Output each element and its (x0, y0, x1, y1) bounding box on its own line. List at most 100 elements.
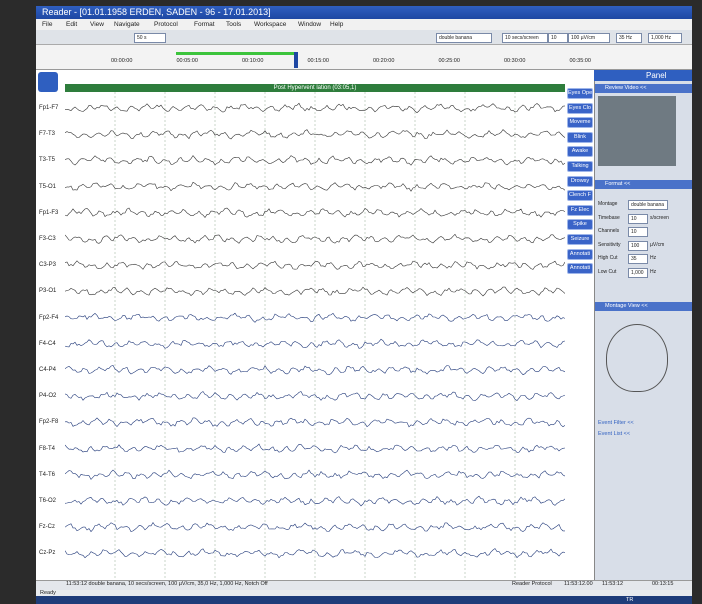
taskbar (36, 596, 692, 604)
panel-title: Panel (646, 71, 666, 80)
timeline-label: 00:20:00 (373, 58, 394, 64)
channel-label: T5-O1 (39, 184, 56, 190)
banner: Post Hypervent lation (03:05,1) (65, 84, 565, 92)
field-value[interactable]: 1,000 (628, 268, 648, 278)
toolbar-high-cut[interactable]: 35 Hz (616, 33, 642, 43)
channel-label: F8-T4 (39, 446, 55, 452)
event-button[interactable]: Talking (567, 161, 593, 172)
toolbar-sensitivity[interactable]: 100 µV/cm (568, 33, 610, 43)
menu-item[interactable]: Window (298, 21, 321, 28)
channel-label: C3-P3 (39, 262, 56, 268)
panel-section[interactable]: Montage View << (595, 302, 692, 311)
status-text: Ready (40, 590, 56, 596)
toolbar-montage[interactable]: double banana (436, 33, 492, 43)
event-button[interactable]: Fz Elec (567, 205, 593, 216)
field-unit: Hz (650, 255, 656, 261)
channel-label: Fp2-F8 (39, 419, 58, 425)
timeline-bar (176, 52, 296, 55)
field-unit: µV/cm (650, 242, 664, 248)
channel-label: Fp2-F4 (39, 315, 58, 321)
status-summary: 11:53:12 double banana, 10 secs/screen, … (66, 581, 268, 587)
field-label: High Cut (598, 255, 617, 261)
menu-item[interactable]: Workspace (254, 21, 286, 28)
timeline-label: 00:15:00 (308, 58, 329, 64)
video-preview (598, 96, 676, 166)
channel-label: P3-O1 (39, 288, 56, 294)
menu-item[interactable]: View (90, 21, 104, 28)
status-time: 11:53:12 (602, 581, 623, 587)
channel-label: F4-C4 (39, 341, 56, 347)
timeline-label: 00:30:00 (504, 58, 525, 64)
page: Reader - [01.01.1958 ERDEN, SADEN - 96 -… (0, 0, 702, 604)
field-unit: Hz (650, 269, 656, 275)
event-button[interactable]: Annotati (567, 263, 593, 274)
event-button[interactable]: Annotati (567, 249, 593, 260)
channel-label: T6-O2 (39, 498, 56, 504)
channel-label: T4-T6 (39, 472, 55, 478)
menu-item[interactable]: Help (330, 21, 343, 28)
event-button[interactable]: Awake (567, 146, 593, 157)
field-value[interactable]: 100 (628, 241, 648, 251)
channel-label: F7-T3 (39, 131, 55, 137)
eeg-trace (65, 234, 565, 243)
panel-link[interactable]: Event Filter << (598, 420, 634, 426)
field-value[interactable]: 10 (628, 227, 648, 237)
taskbar-lang: TR (626, 597, 633, 603)
channel-label: P4-O2 (39, 393, 56, 399)
eeg-trace (65, 523, 565, 532)
channel-label: Fp1-F3 (39, 210, 58, 216)
timeline-label: 00:35:00 (570, 58, 591, 64)
channel-label: Fp1-F7 (39, 105, 58, 111)
timeline (36, 45, 692, 70)
field-label: Montage (598, 201, 617, 207)
timeline-label: 00:10:00 (242, 58, 263, 64)
field-value[interactable]: 10 (628, 214, 648, 224)
status-duration: 00:13:15 (652, 581, 673, 587)
event-button[interactable]: Clench F (567, 190, 593, 201)
toolbar-low-cut[interactable]: 1,000 Hz (648, 33, 682, 43)
field-unit: s/screen (650, 215, 669, 221)
event-button[interactable]: Seizure (567, 234, 593, 245)
channel-label: Cz-Pz (39, 550, 55, 556)
field-label: Low Cut (598, 269, 616, 275)
menu-item[interactable]: Format (194, 21, 215, 28)
menu-item[interactable]: Navigate (114, 21, 140, 28)
menu-item[interactable]: File (42, 21, 52, 28)
window-title: Reader - [01.01.1958 ERDEN, SADEN - 96 -… (42, 7, 271, 17)
event-button[interactable]: Blink (567, 132, 593, 143)
timeline-label: 00:05:00 (177, 58, 198, 64)
event-button[interactable]: Eyes Clo (567, 103, 593, 114)
status-time: 11:53:12.00 (564, 581, 593, 587)
event-button[interactable]: Eyes Ope (567, 88, 593, 99)
field-label: Channels (598, 228, 619, 234)
field-label: Sensitivity (598, 242, 621, 248)
timeline-label: 00:00:00 (111, 58, 132, 64)
field-value[interactable]: double banana (628, 200, 668, 210)
field-label: Timebase (598, 215, 620, 221)
field-value[interactable]: 35 (628, 254, 648, 264)
screen: Reader - [01.01.1958 ERDEN, SADEN - 96 -… (36, 6, 692, 604)
toolbar-channels[interactable]: 10 (548, 33, 568, 43)
toolbar-timebase[interactable]: 10 secs/screen (502, 33, 548, 43)
channel-label: Fz-Cz (39, 524, 55, 530)
eeg-traces (65, 92, 565, 578)
panel-header (594, 70, 692, 81)
home-button[interactable] (38, 72, 58, 92)
toolbar-zoom[interactable]: 50 s (134, 33, 166, 43)
event-button[interactable]: Spike (567, 219, 593, 230)
timeline-label: 00:25:00 (439, 58, 460, 64)
timeline-cursor (294, 52, 298, 68)
panel-link[interactable]: Event List << (598, 431, 630, 437)
menu-item[interactable]: Protocol (154, 21, 178, 28)
status-protocol: Reader Protocol (512, 581, 552, 587)
menu-item[interactable]: Edit (66, 21, 77, 28)
head-diagram (606, 324, 668, 392)
panel-section[interactable]: Format << (595, 180, 692, 189)
panel-section[interactable]: Review Video << (595, 84, 692, 93)
menu-item[interactable]: Tools (226, 21, 241, 28)
channel-label: T3-T5 (39, 157, 55, 163)
event-button[interactable]: Drowsy (567, 176, 593, 187)
event-button[interactable]: Moveme (567, 117, 593, 128)
channel-label: C4-P4 (39, 367, 56, 373)
channel-label: F3-C3 (39, 236, 56, 242)
